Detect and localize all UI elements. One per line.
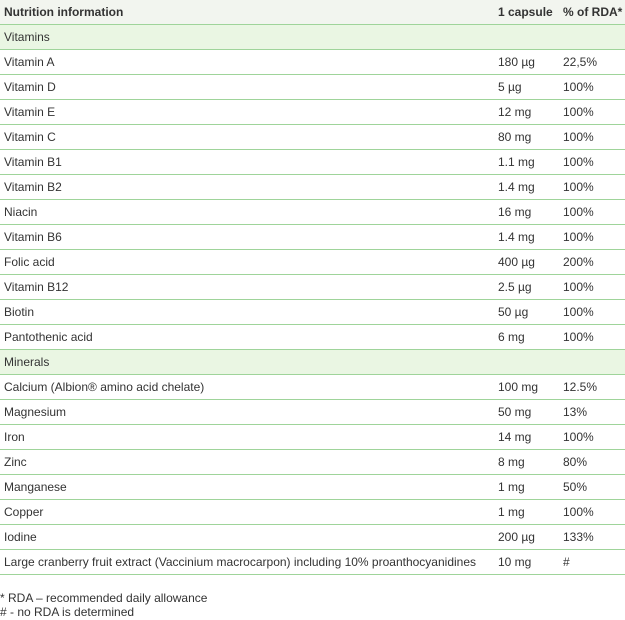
nutrient-cell: 50 mg bbox=[494, 399, 559, 425]
nutrient-cell: Vitamin A bbox=[0, 49, 494, 75]
nutrient-row: Iron 14 mg 100% bbox=[0, 424, 625, 450]
empty-cell bbox=[559, 24, 625, 50]
nutrient-cell: 200 µg bbox=[494, 524, 559, 550]
header-cell: Nutrition information bbox=[0, 0, 494, 25]
nutrient-cell: Vitamin B12 bbox=[0, 274, 494, 300]
section-title: Minerals bbox=[0, 349, 494, 375]
section-title: Vitamins bbox=[0, 24, 494, 50]
nutrient-row: Pantothenic acid 6 mg 100% bbox=[0, 324, 625, 350]
nutrient-cell: 12 mg bbox=[494, 99, 559, 125]
footnote: # - no RDA is determined bbox=[0, 605, 135, 619]
nutrient-cell: Vitamin B2 bbox=[0, 174, 494, 200]
header-row: Nutrition information 1 capsule% of RDA* bbox=[0, 0, 625, 25]
nutrient-cell: 5 µg bbox=[494, 74, 559, 100]
nutrient-cell: 50 µg bbox=[494, 299, 559, 325]
nutrient-cell: Vitamin C bbox=[0, 124, 494, 150]
nutrient-cell: 80% bbox=[559, 449, 625, 475]
nutrient-cell: 14 mg bbox=[494, 424, 559, 450]
nutrient-cell: 12.5% bbox=[559, 374, 625, 400]
nutrient-row: Vitamin C 80 mg 100% bbox=[0, 124, 625, 150]
footnotes: * RDA – recommended daily allowance # - n… bbox=[0, 591, 625, 619]
nutrient-row: Calcium (Albion® amino acid chelate) 100 … bbox=[0, 374, 625, 400]
nutrient-cell: Iodine bbox=[0, 524, 494, 550]
nutrient-cell: 1.4 mg bbox=[494, 224, 559, 250]
nutrient-cell: 100% bbox=[559, 124, 625, 150]
nutrient-cell: 1.1 mg bbox=[494, 149, 559, 175]
nutrient-row: Vitamin E 12 mg 100% bbox=[0, 99, 625, 125]
nutrient-cell: Vitamin D bbox=[0, 74, 494, 100]
nutrient-cell: 10 mg bbox=[494, 549, 559, 575]
nutrient-cell: 100% bbox=[559, 149, 625, 175]
nutrient-row: Manganese 1 mg 50% bbox=[0, 474, 625, 500]
nutrient-row: Folic acid 400 µg 200% bbox=[0, 249, 625, 275]
nutrient-cell: Vitamin E bbox=[0, 99, 494, 125]
header-cell: 1 capsule bbox=[494, 0, 559, 25]
nutrient-cell: 180 µg bbox=[494, 49, 559, 75]
empty-cell bbox=[494, 24, 559, 50]
footnote: * RDA – recommended daily allowance bbox=[0, 591, 208, 605]
nutrient-cell: Copper bbox=[0, 499, 494, 525]
section-row: Vitamins bbox=[0, 24, 625, 50]
nutrient-cell: 100% bbox=[559, 74, 625, 100]
nutrient-row: Vitamin B1 1.1 mg 100% bbox=[0, 149, 625, 175]
nutrient-cell: 80 mg bbox=[494, 124, 559, 150]
nutrient-cell: 100% bbox=[559, 174, 625, 200]
empty-cell bbox=[559, 349, 625, 375]
nutrient-cell: 22,5% bbox=[559, 49, 625, 75]
nutrient-cell: Zinc bbox=[0, 449, 494, 475]
nutrient-cell: Vitamin B1 bbox=[0, 149, 494, 175]
nutrient-cell: 1 mg bbox=[494, 499, 559, 525]
header-cell: % of RDA* bbox=[559, 0, 625, 25]
nutrition-table: Nutrition information 1 capsule% of RDA* V… bbox=[0, 0, 625, 575]
nutrient-cell: 100% bbox=[559, 424, 625, 450]
nutrient-row: Magnesium 50 mg 13% bbox=[0, 399, 625, 425]
nutrient-cell: 100% bbox=[559, 299, 625, 325]
nutrient-cell: 100 mg bbox=[494, 374, 559, 400]
nutrient-cell: 50% bbox=[559, 474, 625, 500]
nutrient-cell: Manganese bbox=[0, 474, 494, 500]
nutrient-row: Biotin 50 µg 100% bbox=[0, 299, 625, 325]
nutrient-cell: Iron bbox=[0, 424, 494, 450]
nutrient-cell: 8 mg bbox=[494, 449, 559, 475]
nutrient-cell: Niacin bbox=[0, 199, 494, 225]
nutrient-cell: 2.5 µg bbox=[494, 274, 559, 300]
nutrient-cell: 16 mg bbox=[494, 199, 559, 225]
nutrient-row: Vitamin A 180 µg 22,5% bbox=[0, 49, 625, 75]
nutrient-cell: 1 mg bbox=[494, 474, 559, 500]
nutrient-cell: Pantothenic acid bbox=[0, 324, 494, 350]
nutrient-cell: 100% bbox=[559, 99, 625, 125]
nutrient-row: Vitamin B2 1.4 mg 100% bbox=[0, 174, 625, 200]
nutrient-cell: 400 µg bbox=[494, 249, 559, 275]
nutrient-cell: Biotin bbox=[0, 299, 494, 325]
nutrient-row: Iodine 200 µg 133% bbox=[0, 524, 625, 550]
nutrient-cell: 100% bbox=[559, 224, 625, 250]
nutrient-cell: 1.4 mg bbox=[494, 174, 559, 200]
nutrient-row: Niacin 16 mg 100% bbox=[0, 199, 625, 225]
nutrient-row: Vitamin B6 1.4 mg 100% bbox=[0, 224, 625, 250]
nutrient-row: Vitamin B12 2.5 µg 100% bbox=[0, 274, 625, 300]
nutrient-cell: 100% bbox=[559, 499, 625, 525]
nutrient-cell: 100% bbox=[559, 274, 625, 300]
empty-cell bbox=[494, 349, 559, 375]
nutrient-cell: Calcium (Albion® amino acid chelate) bbox=[0, 374, 494, 400]
nutrient-row: Zinc 8 mg 80% bbox=[0, 449, 625, 475]
nutrient-cell: # bbox=[559, 549, 625, 575]
section-row: Minerals bbox=[0, 349, 625, 375]
nutrient-row: Large cranberry fruit extract (Vaccinium… bbox=[0, 549, 625, 575]
nutrient-cell: 6 mg bbox=[494, 324, 559, 350]
nutrient-cell: 100% bbox=[559, 199, 625, 225]
nutrient-cell: Vitamin B6 bbox=[0, 224, 494, 250]
nutrient-cell: 133% bbox=[559, 524, 625, 550]
nutrient-cell: Magnesium bbox=[0, 399, 494, 425]
nutrient-row: Copper 1 mg 100% bbox=[0, 499, 625, 525]
nutrient-cell: Large cranberry fruit extract (Vaccinium… bbox=[0, 549, 494, 575]
nutrient-cell: 13% bbox=[559, 399, 625, 425]
nutrient-cell: Folic acid bbox=[0, 249, 494, 275]
nutrient-cell: 100% bbox=[559, 324, 625, 350]
nutrient-cell: 200% bbox=[559, 249, 625, 275]
